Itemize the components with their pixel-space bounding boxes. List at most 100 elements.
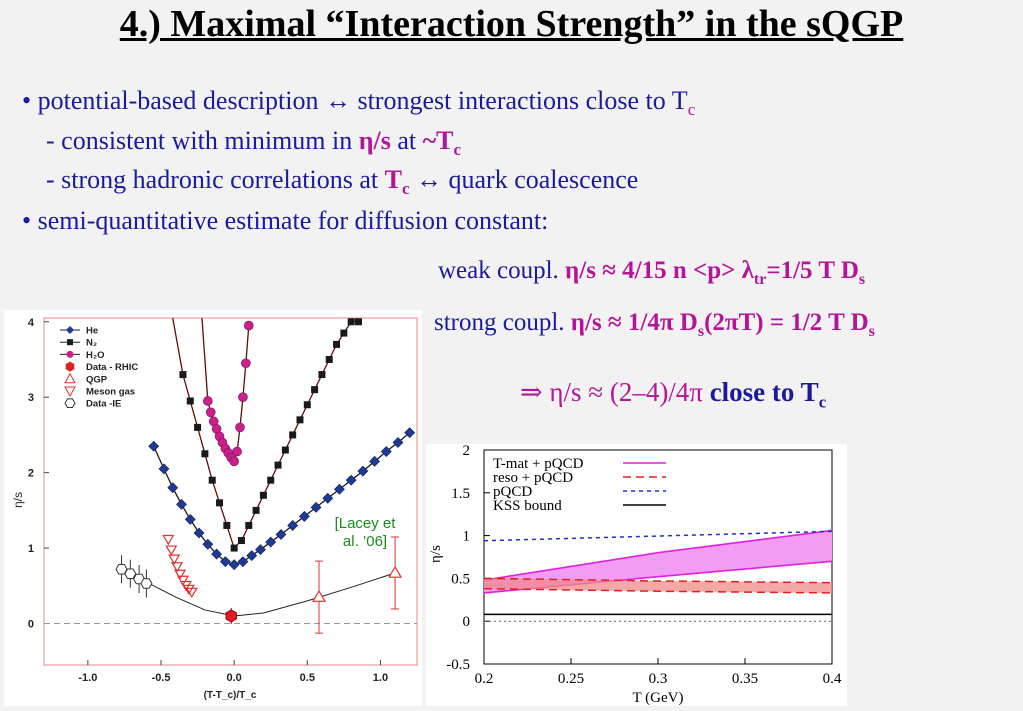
legend-label: N₂	[86, 338, 97, 349]
weak-coupling-equation: weak coupl. η/s ≈ 4/15 n <p> λtr=1/5 T D…	[438, 257, 865, 289]
meson-gas-marker	[185, 587, 198, 599]
conclusion-line: ⇒ η/s ≈ (2–4)/4π close to Tc	[520, 377, 826, 412]
tmat-band	[484, 530, 832, 593]
x-axis-label-text: (T-T_c)/T_c	[204, 690, 257, 701]
bullet-eta-minimum-mid: at	[390, 126, 423, 155]
legend-he-swatch	[66, 326, 74, 334]
legend-label: He	[86, 326, 98, 337]
meson-gas-marker	[162, 534, 175, 546]
eta-over-s-term: η/s	[358, 126, 391, 155]
eta-over-s-vs-temperature-chart: η/s (T-T_c)/T_c -1.0 -0.5 0.0 0.5 1.0 0 1 2 3 4 H…	[11, 317, 418, 701]
x-axis-label: T (GeV)	[633, 690, 684, 706]
he-marker	[404, 427, 416, 439]
x-tick-label: 0.4	[823, 671, 842, 687]
n2-marker	[333, 340, 341, 348]
n2-marker	[340, 329, 348, 337]
legend-label: Data - RHIC	[86, 362, 138, 373]
bullet-potential: • potential-based description ↔ stronges…	[22, 86, 695, 120]
tc-term: T	[384, 165, 402, 194]
he-marker	[148, 440, 160, 452]
lambda-subscript: tr	[753, 271, 767, 288]
he-marker	[357, 465, 369, 477]
legend-n2-swatch	[67, 339, 73, 346]
y-tick-label: 1	[28, 543, 34, 555]
h2o-marker	[241, 358, 251, 369]
near-tc-term: ~T	[422, 126, 454, 155]
he-marker	[202, 538, 214, 550]
n2-marker	[267, 476, 275, 484]
h2o-marker	[232, 446, 242, 457]
y-axis-label: η/s	[11, 492, 25, 508]
he-marker	[334, 483, 345, 495]
rhic-marker	[225, 609, 237, 623]
pqcd-line	[483, 530, 833, 542]
n2-marker	[347, 318, 355, 326]
y-tick-label: 3	[28, 392, 34, 404]
legend-label: H₂O	[86, 350, 104, 361]
tc-subscript: c	[687, 100, 696, 120]
meson-gas-marker	[165, 545, 178, 556]
bullet-hadronic-post: ↔ quark coalescence	[409, 165, 639, 194]
tmatrix-chart-panel: η/s T (GeV) 0.2 0.25 0.3 0.35 0.4 2 1.5 1 0.5 0 -0…	[426, 443, 847, 706]
h2o-marker	[238, 392, 248, 403]
h2o-curve-rise	[201, 317, 209, 402]
ie-marker	[140, 578, 153, 589]
tmat-upper-line	[483, 529, 833, 581]
n2-marker	[303, 401, 311, 409]
h2o-marker	[229, 456, 239, 467]
legend-label: KSS bound	[493, 498, 562, 514]
ds-subscript: s	[697, 323, 705, 340]
legend-rhic-swatch	[65, 361, 75, 372]
legend-label: QGP	[86, 374, 108, 385]
legend-label: Meson gas	[86, 387, 135, 398]
he-marker	[287, 520, 299, 531]
close-to-tc-text: close to T	[709, 377, 819, 407]
reso-lower-line	[483, 587, 833, 594]
he-marker	[176, 498, 187, 510]
slide-title: 4.) Maximal “Interaction Strength” in th…	[119, 3, 904, 45]
tc-subscript: c	[401, 179, 410, 199]
he-marker	[211, 548, 223, 560]
he-marker	[193, 527, 205, 539]
n2-marker	[208, 476, 216, 484]
meson-gas-marker	[176, 575, 190, 586]
meson-gas-marker	[168, 554, 181, 565]
n2-marker	[281, 446, 289, 454]
eta-over-s-vs-T-gev-chart: η/s T (GeV) 0.2 0.25 0.3 0.35 0.4 2 1.5 1 0.5 0 -0…	[428, 443, 842, 706]
bullet-hadronic-pre: - strong hadronic correlations at	[46, 165, 385, 194]
citation-line-2: al. ’06]	[343, 533, 387, 550]
conclusion-formula: η/s ≈ (2–4)/4π	[549, 377, 710, 407]
x-tick-label: 0.5	[300, 672, 315, 684]
x-tick-label: 0.2	[475, 671, 494, 687]
legend-h2o-swatch	[66, 350, 74, 358]
x-tick-label: -1.0	[78, 672, 97, 684]
y-axis-label: η/s	[428, 545, 444, 563]
n2-marker	[230, 544, 238, 552]
citation-line-1: [Lacey et	[335, 515, 397, 532]
he-marker	[184, 513, 196, 525]
y-tick-label: 0.5	[451, 571, 470, 587]
he-marker	[219, 556, 231, 568]
qgp-marker	[388, 565, 403, 578]
he-marker	[345, 474, 357, 486]
he-marker	[255, 544, 266, 556]
he-marker	[265, 536, 277, 548]
bullet-eta-minimum: - consistent with minimum in η/s at ~Tc	[46, 126, 461, 160]
meson-gas-marker	[173, 569, 187, 580]
he-marker	[275, 529, 287, 540]
n2-marker	[237, 537, 245, 545]
tc-subscript: c	[453, 140, 462, 160]
he-marker	[392, 437, 404, 448]
n2-marker	[325, 355, 333, 363]
tc-subscript: c	[818, 392, 827, 412]
qgp-marker	[311, 589, 327, 602]
meson-gas-marker	[171, 562, 184, 573]
n2-marker	[289, 431, 297, 439]
ds-subscript: s	[858, 271, 866, 288]
h2o-marker	[205, 407, 216, 418]
he-marker	[167, 482, 179, 494]
strong-coupling-equation: strong coupl. η/s ≈ 1/4π Ds(2πT) = 1/2 T…	[434, 309, 875, 341]
n2-marker	[318, 371, 326, 379]
n2-marker	[245, 521, 253, 529]
y-tick-label: 2	[28, 468, 34, 480]
